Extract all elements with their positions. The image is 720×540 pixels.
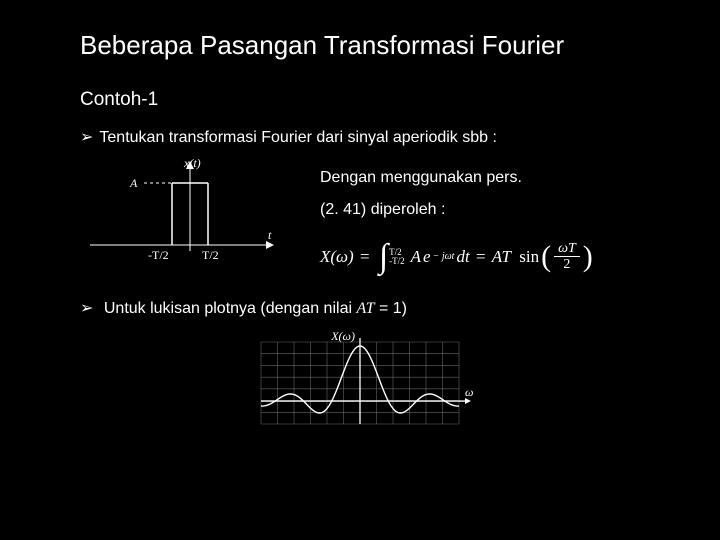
frac-num: ωT <box>554 241 580 257</box>
integrand-dt: dt <box>456 247 469 267</box>
integrand-a: A <box>411 247 421 267</box>
svg-text:A: A <box>129 176 138 190</box>
lparen: ( <box>541 246 551 267</box>
rect-pulse-figure: x(t) A -T/2 T/2 t <box>80 155 280 280</box>
example-subtitle: Contoh-1 <box>80 89 640 111</box>
sinc-plot-figure: X(ω) ω <box>80 328 640 438</box>
integrand-e: e <box>423 247 431 267</box>
bullet2-suffix: = 1) <box>375 300 407 317</box>
row-signal-and-text: x(t) A -T/2 T/2 t Dengan menggunakan pers. (… <box>80 155 640 280</box>
svg-text:T/2: T/2 <box>202 248 219 262</box>
fourier-formula: X(ω) = ∫ T/2 -T/2 A e − jωt dt = AT sin <box>320 241 593 273</box>
svg-text:x(t): x(t) <box>183 156 201 170</box>
page-title: Beberapa Pasangan Transformasi Fourier <box>80 30 640 61</box>
svg-text:t: t <box>268 228 272 242</box>
svg-text:ω: ω <box>465 385 473 399</box>
bullet-2: Untuk lukisan plotnya (dengan nilai AT =… <box>80 298 640 318</box>
para-eq-ref: (2. 41) diperoleh : <box>320 201 593 219</box>
rhs-coeff: AT <box>492 247 511 267</box>
para-pers: Dengan menggunakan pers. <box>320 169 593 187</box>
frac-den: 2 <box>559 257 574 272</box>
bullet2-prefix: Untuk lukisan plotnya (dengan nilai <box>104 300 357 317</box>
rparen: ) <box>583 246 593 267</box>
formula-lhs: X(ω) <box>320 247 354 267</box>
integrand-exp: − jωt <box>433 251 455 262</box>
svg-text:-T/2: -T/2 <box>148 248 169 262</box>
frac-arg: ωT 2 <box>554 241 580 273</box>
bullet2-var: AT <box>356 300 374 317</box>
bullet-1: Tentukan transformasi Fourier dari sinya… <box>80 127 640 147</box>
sin-fn: sin <box>519 247 539 267</box>
svg-text:X(ω): X(ω) <box>330 329 355 343</box>
int-lower: -T/2 <box>389 257 405 266</box>
integral-limits: T/2 -T/2 <box>389 248 405 266</box>
integral-sign: ∫ <box>379 243 388 270</box>
